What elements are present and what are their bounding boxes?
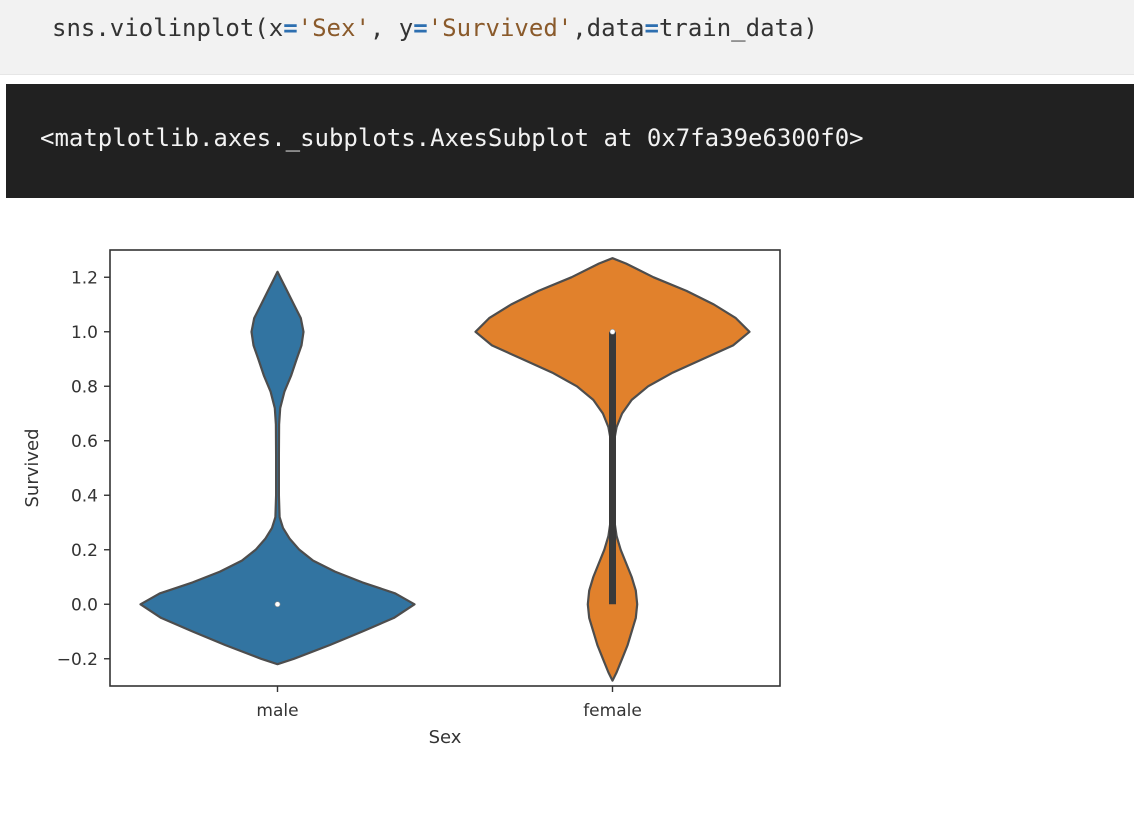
violin-male	[139, 270, 416, 666]
code-y-string: 'Survived'	[427, 14, 573, 42]
output-text: <matplotlib.axes._subplots.AxesSubplot a…	[40, 124, 864, 152]
code-eq-2: =	[413, 14, 428, 42]
code-cell[interactable]: sns.violinplot(x='Sex', y='Survived',dat…	[0, 0, 1134, 75]
y-tick-label: −0.2	[57, 650, 98, 670]
y-tick-label: 0.6	[71, 432, 98, 452]
violin-chart: −0.2 0.0 0.2 0.4 0.6 0.8 1.0 1.2 male female Sex Su…	[22, 249, 781, 748]
y-tick-label: 0.0	[71, 595, 98, 615]
median-dot-male	[274, 601, 281, 608]
code-eq-1: =	[283, 14, 298, 42]
y-tick-label: 1.0	[71, 323, 98, 343]
output-cell: <matplotlib.axes._subplots.AxesSubplot a…	[6, 84, 1134, 198]
code-sep-1: , y	[369, 14, 414, 42]
y-axis-label: Survived	[22, 428, 43, 507]
x-tick-label: male	[256, 701, 298, 721]
y-tick-label: 0.2	[71, 541, 98, 561]
code-line: sns.violinplot(x='Sex', y='Survived',dat…	[52, 14, 818, 42]
code-eq-3: =	[644, 14, 659, 42]
y-tick-label: 1.2	[71, 268, 98, 288]
y-tick-label: 0.4	[71, 486, 98, 506]
code-data-name: train_data)	[658, 14, 818, 42]
code-func: sns.violinplot	[52, 14, 255, 42]
median-dot-female	[609, 328, 616, 335]
x-axis-label: Sex	[429, 727, 462, 748]
code-open: (x	[254, 14, 284, 42]
code-sep-2: ,data	[572, 14, 645, 42]
plot-frame	[109, 249, 781, 687]
x-tick-label: female	[583, 701, 642, 721]
code-x-string: 'Sex'	[297, 14, 370, 42]
y-tick-label: 0.8	[71, 377, 98, 397]
